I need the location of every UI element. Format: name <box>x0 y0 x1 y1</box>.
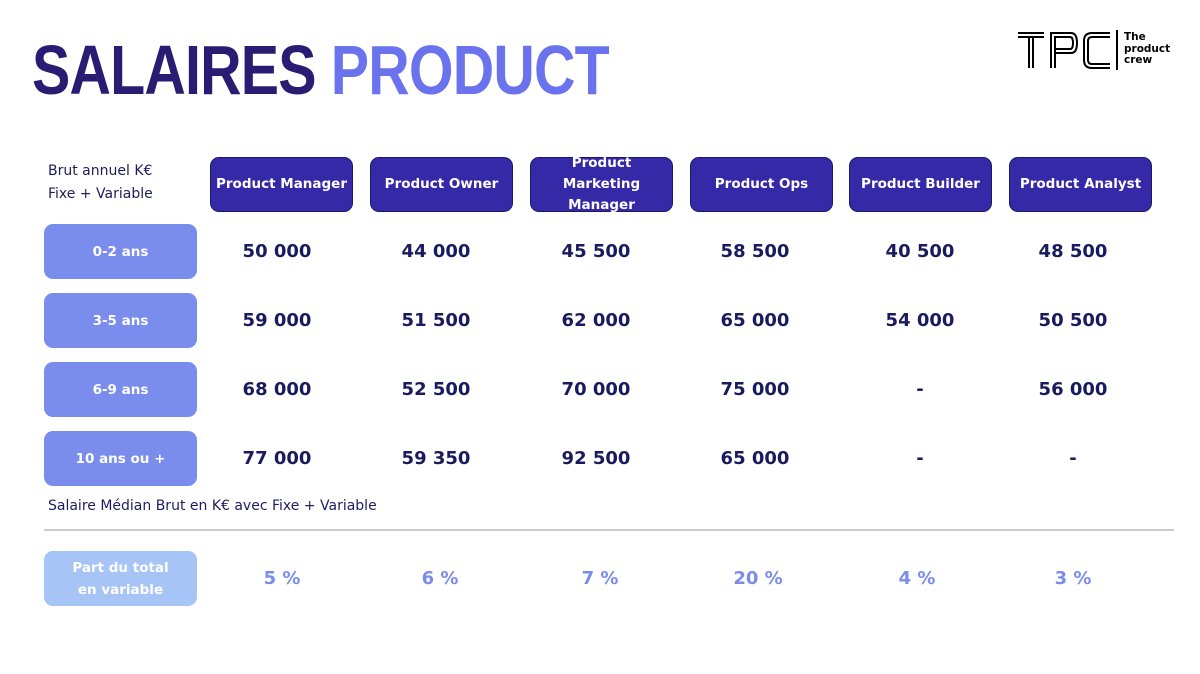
variable-percent-cell: 4 % <box>898 568 936 589</box>
column-header-label: Product Marketing <box>562 155 641 192</box>
variable-percent-cell: 7 % <box>581 568 619 589</box>
column-header-label: Product Owner <box>384 176 499 192</box>
logo-wordmark: The product crew <box>1124 31 1174 67</box>
salary-cell: 45 500 <box>561 241 631 262</box>
row-label-10-ans-ou-plus: 10 ans ou + <box>44 431 197 486</box>
salary-cell: 65 000 <box>720 310 790 331</box>
row-label-0-2-ans: 0-2 ans <box>44 224 197 279</box>
table-corner-label: Brut annuel K€ Fixe + Variable <box>48 160 208 206</box>
column-header-product-ops: Product Ops <box>690 157 833 212</box>
page-title: SALAIRES PRODUCT <box>32 28 610 112</box>
salary-cell: 77 000 <box>242 448 312 469</box>
column-header-label: Product Ops <box>714 176 809 192</box>
salary-cell: 54 000 <box>885 310 955 331</box>
salary-cell: 65 000 <box>720 448 790 469</box>
salary-cell: 92 500 <box>561 448 631 469</box>
salary-cell: 59 350 <box>401 448 471 469</box>
salary-cell: 48 500 <box>1038 241 1108 262</box>
salary-cell: 75 000 <box>720 379 790 400</box>
salary-cell: 70 000 <box>561 379 631 400</box>
salary-cell: 50 000 <box>242 241 312 262</box>
salary-cell: - <box>916 379 924 400</box>
logo-divider <box>1116 30 1118 70</box>
variable-percent-cell: 6 % <box>421 568 459 589</box>
table-footnote: Salaire Médian Brut en K€ avec Fixe + Va… <box>48 498 377 514</box>
corner-label-line-2: Fixe + Variable <box>48 186 153 202</box>
tpc-logo-mark-icon <box>1018 32 1110 69</box>
variable-percent-cell: 20 % <box>733 568 783 589</box>
salary-cell: 52 500 <box>401 379 471 400</box>
column-header-label: Product Manager <box>216 176 347 192</box>
column-header-product-manager: Product Manager <box>210 157 353 212</box>
variable-label-line-2: en variable <box>77 581 164 598</box>
salary-cell: 62 000 <box>561 310 631 331</box>
logo-line-2: product <box>1124 42 1171 55</box>
column-header-label: Product Analyst <box>1019 176 1142 192</box>
salary-cell: - <box>1069 448 1077 469</box>
corner-label-line-1: Brut annuel K€ <box>48 163 153 179</box>
column-header-product-marketing-manager: Product Marketing Manager <box>530 155 673 213</box>
salary-cell: 59 000 <box>242 310 312 331</box>
tpc-logo: The product crew <box>1016 30 1170 72</box>
variable-percent-cell: 5 % <box>263 568 301 589</box>
logo-line-3: crew <box>1124 54 1153 66</box>
salary-cell: 68 000 <box>242 379 312 400</box>
logo-line-1: The <box>1124 31 1146 43</box>
column-header-label: Product Builder <box>861 176 980 192</box>
salary-cell: 44 000 <box>401 241 471 262</box>
variable-percent-cell: 3 % <box>1054 568 1092 589</box>
variable-label-line-1: Part du total <box>72 559 169 576</box>
column-header-product-owner: Product Owner <box>370 157 513 212</box>
title-word-salaires: SALAIRES <box>32 31 316 109</box>
row-label-part-variable: Part du total en variable <box>44 551 197 606</box>
salary-cell: 50 500 <box>1038 310 1108 331</box>
salary-cell: 40 500 <box>885 241 955 262</box>
column-header-product-analyst: Product Analyst <box>1009 157 1152 212</box>
salary-cell: - <box>916 448 924 469</box>
divider <box>44 529 1174 531</box>
column-header-product-builder: Product Builder <box>849 157 992 212</box>
salary-cell: 51 500 <box>401 310 471 331</box>
row-label-6-9-ans: 6-9 ans <box>44 362 197 417</box>
row-label-3-5-ans: 3-5 ans <box>44 293 197 348</box>
salary-cell: 58 500 <box>720 241 790 262</box>
title-word-product: PRODUCT <box>330 31 610 109</box>
column-header-label-line-2: Manager <box>568 197 635 213</box>
salary-cell: 56 000 <box>1038 379 1108 400</box>
